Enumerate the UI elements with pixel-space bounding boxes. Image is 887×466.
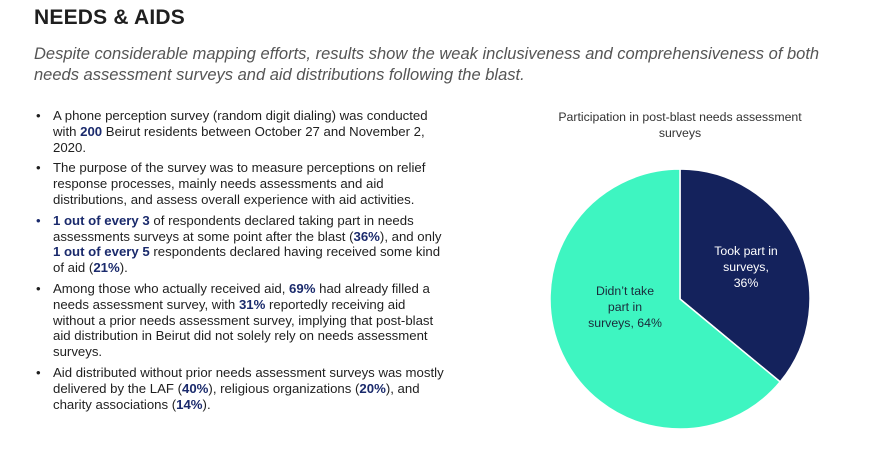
page-subtitle: Despite considerable mapping efforts, re… — [34, 45, 820, 84]
highlight-value: 200 — [80, 123, 103, 139]
highlight-value: 31% — [238, 296, 266, 312]
slice-label: Didn’t take part in surveys, 64% — [588, 284, 662, 330]
finding-item: • Among those who actually received aid,… — [36, 280, 434, 360]
slice-label: Took part in surveys, 36% — [714, 244, 778, 290]
pie-chart-svg: Took part in surveys, 36% Didn’t take part i… — [549, 168, 811, 430]
finding-item: • Aid distributed without prior needs as… — [36, 364, 444, 412]
finding-item: • The purpose of the survey was to measu… — [36, 160, 426, 207]
pie-chart: Participation in post-blast needs assess… — [540, 105, 830, 435]
bullet-icon: • — [36, 212, 41, 228]
highlight-value: 40% — [182, 380, 209, 396]
highlight-value: 69% — [289, 280, 316, 296]
finding-item: • A phone perception survey (random digi… — [36, 108, 428, 155]
bullet-icon: • — [36, 364, 41, 380]
chart-title: Participation in post-blast needs assess… — [558, 110, 802, 140]
pie-slice — [549, 168, 782, 430]
bullet-icon: • — [36, 280, 41, 296]
highlight-value: 1 out of every 3 — [53, 212, 150, 228]
pie-slice — [679, 168, 811, 383]
bullet-icon: • — [36, 160, 41, 176]
finding-item: • 1 out of every 3 of respondents declar… — [36, 212, 442, 276]
highlight-value: 1 out of every 5 — [53, 244, 150, 260]
bullet-icon: • — [36, 108, 41, 123]
highlight-value: 14% — [176, 396, 203, 412]
highlight-value: 21% — [93, 260, 120, 276]
highlight-value: 20% — [359, 380, 386, 396]
page-title: NEEDS & AIDS — [34, 6, 185, 29]
findings-list: • A phone perception survey (random digi… — [36, 108, 446, 417]
highlight-value: 36% — [353, 228, 380, 244]
